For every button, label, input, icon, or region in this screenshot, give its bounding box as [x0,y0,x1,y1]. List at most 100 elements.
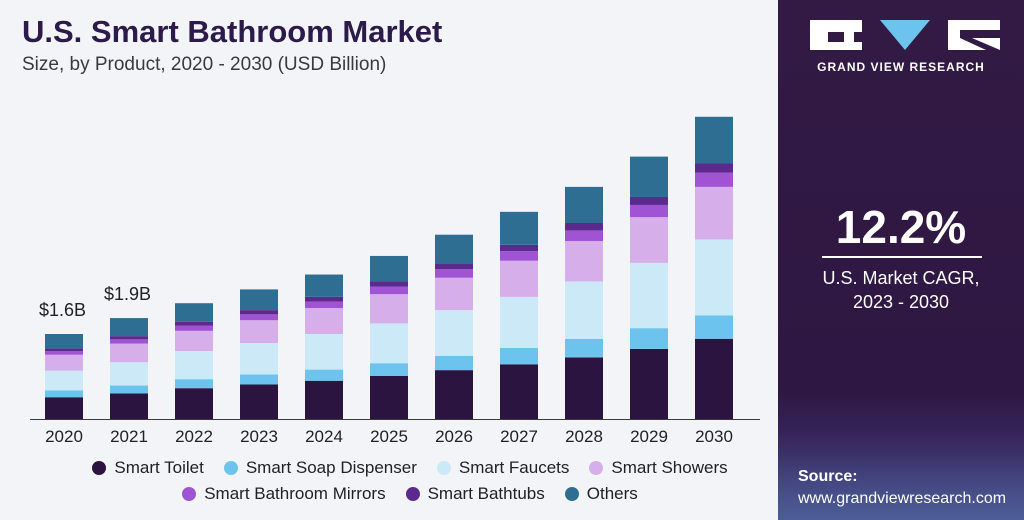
bar-segment-smart-soap-dispenser-2020 [45,390,83,398]
legend-swatch-smart-soap-dispenser [223,461,238,475]
bar-segment-smart-toilet-2022 [175,388,213,419]
bar-segment-others-2024 [305,274,343,297]
bar-segment-smart-toilet-2021 [110,393,148,419]
bar-segment-smart-showers-2030 [695,186,733,240]
legend-label: Others [586,484,638,503]
bar-segment-smart-bathtubs-2023 [240,310,278,315]
bar-segment-smart-bathtubs-2024 [305,296,343,302]
bar-stack-2025 [370,255,408,419]
bar-segment-others-2030 [695,116,733,164]
bar-segment-smart-showers-2025 [370,294,408,324]
grand-view-research-logo [810,20,1000,50]
bar-stack-2020 [45,334,83,419]
bar-segment-others-2028 [565,186,603,224]
source-background [778,430,1024,520]
cagr-label: U.S. Market CAGR, 2023 - 2030 [778,266,1024,314]
bar-segment-others-2025 [370,255,408,282]
x-tick-label: 2026 [435,427,473,446]
legend-label: Smart Bathroom Mirrors [204,484,386,503]
cagr-label-line-1: U.S. Market CAGR, [822,268,980,288]
bar-segment-smart-bathroom-mirrors-2024 [305,301,343,308]
legend-row-2: Smart Bathroom Mirrors Smart Bathtubs Ot… [50,484,770,504]
x-tick-label: 2023 [240,427,278,446]
bar-segment-smart-bathroom-mirrors-2020 [45,351,83,355]
source-url[interactable]: www.grandviewresearch.com [798,490,1007,507]
bar-segment-smart-bathroom-mirrors-2023 [240,314,278,321]
legend-swatch-smart-bathroom-mirrors [182,487,197,501]
legend-swatch-smart-showers [589,461,604,475]
bar-segment-smart-bathtubs-2020 [45,348,83,352]
legend-swatch-others [564,487,579,501]
bar-segment-smart-toilet-2027 [500,364,538,419]
bar-segment-smart-bathroom-mirrors-2027 [500,251,538,261]
x-tick-label: 2021 [110,427,148,446]
bar-segment-smart-soap-dispenser-2021 [110,385,148,394]
legend-label: Smart Bathtubs [427,484,545,503]
bar-segment-smart-faucets-2025 [370,323,408,364]
data-label-2021: $1.9B [104,284,151,304]
bar-stack-2024 [305,274,343,419]
bar-segment-others-2029 [630,156,668,197]
bar-segment-smart-faucets-2022 [175,351,213,380]
bar-segment-smart-faucets-2029 [630,262,668,329]
bar-segment-smart-faucets-2030 [695,239,733,316]
bar-stack-2023 [240,289,278,419]
legend-item-others: Others [564,484,638,504]
chart-subtitle: Size, by Product, 2020 - 2030 (USD Billi… [22,54,387,75]
bar-segment-smart-showers-2029 [630,217,668,263]
bar-segment-smart-bathroom-mirrors-2021 [110,339,148,344]
legend-label: Smart Soap Dispenser [245,458,417,477]
bar-segment-smart-bathtubs-2027 [500,244,538,252]
bar-segment-smart-bathtubs-2022 [175,321,213,326]
bar-segment-smart-bathroom-mirrors-2025 [370,286,408,295]
bar-segment-smart-bathtubs-2030 [695,163,733,173]
bar-segment-smart-bathtubs-2028 [565,223,603,231]
bar-segment-smart-toilet-2029 [630,348,668,419]
x-tick-label: 2020 [45,427,83,446]
bar-segment-smart-faucets-2023 [240,343,278,375]
bar-segment-smart-soap-dispenser-2029 [630,328,668,349]
bar-segment-smart-bathroom-mirrors-2029 [630,204,668,218]
legend-label: Smart Faucets [458,458,570,477]
legend-label: Smart Toilet [114,458,204,477]
legend-swatch-smart-bathtubs [405,487,420,501]
bar-segment-smart-showers-2028 [565,241,603,282]
bar-segment-smart-bathtubs-2025 [370,281,408,287]
bar-segment-smart-soap-dispenser-2028 [565,338,603,358]
bar-segment-smart-toilet-2028 [565,357,603,419]
legend-label: Smart Showers [611,458,728,477]
legend-item-smart-showers: Smart Showers [589,458,728,478]
legend-item-smart-soap-dispenser: Smart Soap Dispenser [223,458,417,478]
bar-segment-smart-bathroom-mirrors-2026 [435,269,473,278]
bar-segment-smart-showers-2027 [500,260,538,297]
bar-segment-smart-toilet-2030 [695,338,733,419]
bar-segment-smart-bathtubs-2026 [435,263,473,270]
cagr-label-line-2: 2023 - 2030 [852,292,950,312]
bar-segment-smart-showers-2020 [45,354,83,371]
bar-segment-smart-soap-dispenser-2022 [175,379,213,389]
chart-title: U.S. Smart Bathroom Market [22,14,443,49]
chart-panel: U.S. Smart Bathroom Market Size, by Prod… [0,0,778,520]
sidebar-panel: GRAND VIEW RESEARCH 12.2% U.S. Market CA… [778,0,1024,520]
bar-segment-smart-faucets-2020 [45,370,83,391]
x-tick-label: 2028 [565,427,603,446]
bar-segment-others-2027 [500,211,538,245]
x-tick-label: 2024 [305,427,343,446]
bar-segment-smart-soap-dispenser-2024 [305,369,343,381]
legend-swatch-smart-faucets [436,461,451,475]
bar-segment-smart-faucets-2028 [565,281,603,339]
bar-stack-2027 [500,211,538,419]
bar-segment-smart-toilet-2024 [305,380,343,419]
legend-swatch-smart-toilet [92,461,107,475]
bar-segment-smart-bathroom-mirrors-2022 [175,325,213,331]
bar-segment-smart-soap-dispenser-2025 [370,363,408,376]
bar-segment-smart-faucets-2027 [500,296,538,348]
bar-segment-smart-showers-2024 [305,307,343,335]
data-label-2020: $1.6B [39,300,86,320]
chart-legend: Smart Toilet Smart Soap Dispenser Smart … [50,458,770,510]
bar-segment-smart-showers-2021 [110,343,148,363]
x-tick-label: 2027 [500,427,538,446]
bar-segment-smart-soap-dispenser-2026 [435,355,473,371]
bar-segment-others-2023 [240,289,278,311]
